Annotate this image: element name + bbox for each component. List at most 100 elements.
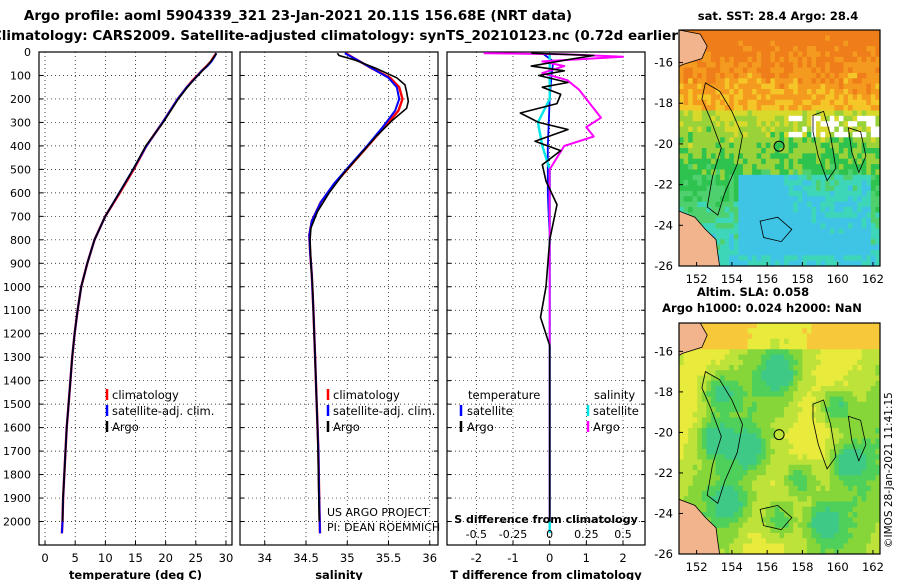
map-cell (838, 480, 844, 487)
map-cell (857, 78, 863, 85)
map-cell (779, 443, 785, 450)
map-cell (820, 359, 826, 366)
map-cell (779, 401, 785, 408)
map-cell (683, 164, 689, 170)
map-cell (793, 180, 799, 186)
map-cell (797, 121, 803, 127)
map-cell (848, 30, 853, 36)
map-cell (797, 391, 803, 397)
map-cell (715, 338, 721, 345)
map-cell (742, 454, 748, 460)
map-cell (852, 438, 858, 445)
map-cell (816, 260, 822, 266)
lat-tick-label: -22 (654, 466, 673, 480)
map-cell (733, 169, 739, 176)
map-cell (706, 365, 712, 371)
map-cell (715, 217, 721, 224)
map-cell (738, 110, 744, 117)
map-cell (770, 67, 776, 74)
map-cell (701, 180, 707, 186)
map-cell (820, 548, 826, 554)
map-cell (701, 67, 707, 74)
map-cell (733, 244, 739, 251)
map-cell (866, 527, 872, 534)
map-cell (802, 239, 808, 245)
map-cell (715, 475, 721, 481)
map-cell (752, 190, 758, 197)
map-cell (784, 380, 790, 387)
map-cell (848, 46, 853, 52)
map-cell (816, 190, 822, 197)
map-cell (861, 260, 867, 266)
map-cell (866, 137, 872, 144)
map-cell (834, 438, 840, 445)
map-cell (729, 464, 735, 471)
map-cell (733, 217, 739, 224)
map-cell (870, 185, 876, 192)
map-cell (733, 454, 739, 460)
map-cell (720, 126, 726, 133)
map-cell (747, 72, 753, 79)
map-cell (843, 328, 849, 334)
map-cell (679, 391, 684, 397)
map-cell (761, 78, 767, 85)
map-cell (697, 126, 703, 133)
map-cell (825, 522, 831, 529)
map-cell (816, 30, 822, 36)
map-cell (715, 491, 721, 497)
map-cell (733, 67, 739, 74)
map-cell (829, 454, 835, 460)
map-cell (838, 35, 844, 42)
map-cell (875, 517, 880, 523)
map-cell (692, 365, 698, 371)
map-cell (861, 365, 867, 371)
map-cell (811, 475, 817, 481)
map-cell (688, 62, 694, 68)
map-cell (710, 428, 716, 434)
map-cell (857, 174, 863, 181)
map-cell (765, 480, 771, 487)
map-cell (857, 249, 863, 256)
map-cell (715, 51, 721, 58)
map-cell (802, 83, 808, 90)
map-cell (697, 190, 703, 197)
map-cell (761, 459, 767, 466)
map-cell (843, 105, 849, 111)
map-cell (861, 333, 867, 340)
map-cell (742, 174, 748, 181)
map-cell (724, 449, 730, 455)
map-cell (806, 454, 812, 460)
map-cell (875, 89, 880, 95)
map-cell (710, 185, 716, 192)
map-cell (811, 99, 817, 106)
map-cell (793, 548, 799, 554)
map-cell (811, 212, 817, 219)
map-cell (852, 349, 858, 355)
map-cell (797, 328, 803, 334)
map-cell (692, 67, 698, 74)
map-cell (742, 239, 748, 245)
map-cell (688, 433, 694, 439)
map-cell (683, 201, 689, 208)
map-cell (756, 67, 762, 74)
map-cell (870, 470, 876, 476)
map-cell (793, 30, 799, 36)
map-cell (756, 78, 762, 85)
map-cell (852, 46, 858, 52)
map-cell (784, 501, 790, 508)
map-cell (742, 217, 748, 224)
map-cell (770, 470, 776, 476)
map-cell (806, 491, 812, 497)
map-cell (784, 412, 790, 418)
map-cell (875, 260, 880, 266)
map-cell (724, 110, 730, 117)
map-cell (738, 207, 744, 213)
map-cell (679, 380, 684, 387)
map-cell (784, 131, 790, 138)
map-cell (761, 207, 767, 213)
map-cell (829, 228, 835, 235)
map-cell (806, 543, 812, 550)
map-cell (747, 223, 753, 229)
map-cell (857, 475, 863, 481)
map-cell (861, 190, 867, 197)
